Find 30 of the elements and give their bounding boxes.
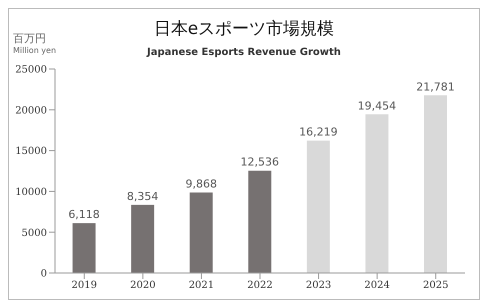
chart-subtitle: Japanese Esports Revenue Growth: [147, 47, 341, 58]
data-label: 9,868: [185, 177, 217, 190]
bar: [72, 223, 96, 273]
y-tick-label: 20000: [15, 105, 47, 116]
bar: [365, 114, 388, 273]
bar: [424, 95, 447, 273]
data-label: 6,118: [68, 208, 100, 222]
x-tick-label: 2023: [306, 280, 332, 292]
y-tick-label: 0: [40, 268, 47, 280]
data-label: 19,454: [358, 99, 396, 112]
x-tick-label: 2022: [247, 280, 273, 292]
x-tick-label: 2020: [130, 280, 156, 292]
chart-title: 日本eスポーツ市場規模: [154, 19, 334, 39]
bar: [306, 140, 330, 273]
bar: [248, 170, 272, 273]
x-tick-label: 2024: [364, 280, 390, 292]
bar: [131, 204, 154, 273]
y-tick-label: 15000: [15, 146, 47, 158]
bar: [190, 192, 213, 273]
y-tick-label: 10000: [15, 186, 47, 198]
data-label: 16,219: [299, 126, 338, 139]
data-label: 21,781: [416, 80, 455, 94]
y-axis-title: 百万円 Million yen: [13, 32, 56, 57]
data-label: 12,536: [240, 156, 280, 169]
x-tick-label: 2021: [188, 280, 214, 292]
data-label: 8,354: [126, 190, 158, 203]
x-tick-label: 2019: [72, 280, 98, 292]
x-tick-label: 2025: [422, 280, 448, 292]
y-tick-label: 25000: [15, 64, 47, 76]
y-tick-label: 5000: [22, 228, 47, 239]
